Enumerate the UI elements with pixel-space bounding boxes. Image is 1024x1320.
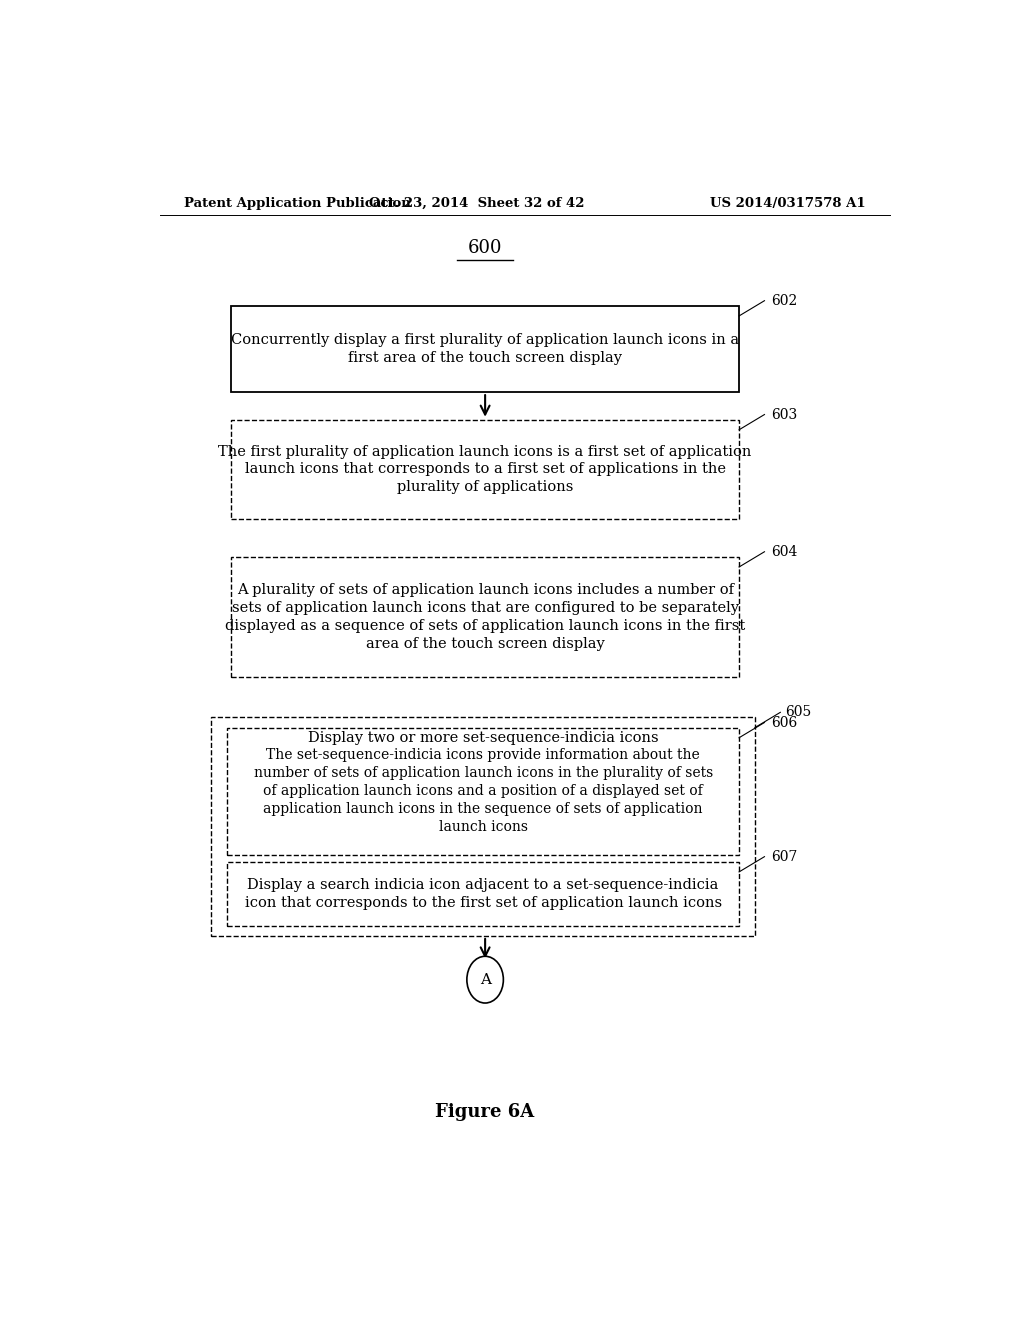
Bar: [227, 862, 739, 925]
Text: Oct. 23, 2014  Sheet 32 of 42: Oct. 23, 2014 Sheet 32 of 42: [370, 197, 585, 210]
Bar: [231, 557, 739, 677]
Text: Patent Application Publication: Patent Application Publication: [183, 197, 411, 210]
Text: US 2014/0317578 A1: US 2014/0317578 A1: [711, 197, 866, 210]
Text: 607: 607: [771, 850, 798, 863]
Text: Figure 6A: Figure 6A: [435, 1102, 535, 1121]
Text: A plurality of sets of application launch icons includes a number of
sets of app: A plurality of sets of application launc…: [225, 583, 745, 651]
Text: 600: 600: [468, 239, 503, 257]
Circle shape: [467, 956, 504, 1003]
Bar: [227, 727, 739, 854]
Text: The set-sequence-indicia icons provide information about the
number of sets of a: The set-sequence-indicia icons provide i…: [254, 748, 713, 834]
Text: A: A: [479, 973, 490, 986]
Text: 602: 602: [771, 293, 797, 308]
Text: 603: 603: [771, 408, 797, 421]
Text: 606: 606: [771, 715, 797, 730]
Text: The first plurality of application launch icons is a first set of application
la: The first plurality of application launc…: [218, 445, 752, 494]
Text: Display a search indicia icon adjacent to a set-sequence-indicia
icon that corre: Display a search indicia icon adjacent t…: [245, 878, 722, 909]
Text: Concurrently display a first plurality of application launch icons in a
first ar: Concurrently display a first plurality o…: [231, 333, 739, 364]
Bar: [231, 420, 739, 519]
Bar: [211, 718, 755, 936]
Bar: [231, 306, 739, 392]
Text: Display two or more set-sequence-indicia icons: Display two or more set-sequence-indicia…: [308, 731, 658, 744]
Text: 604: 604: [771, 545, 798, 558]
Text: 605: 605: [785, 705, 811, 719]
